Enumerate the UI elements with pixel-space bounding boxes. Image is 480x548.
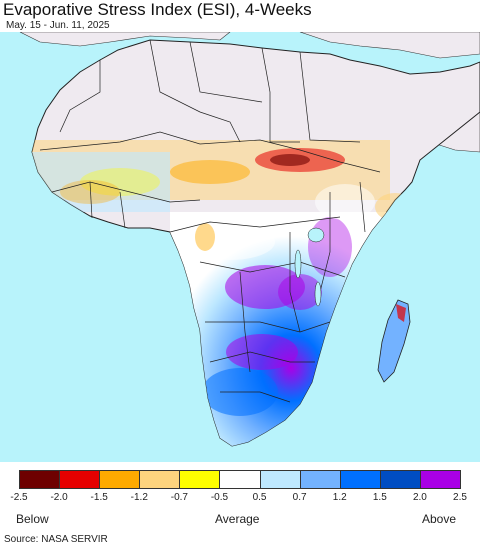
legend-swatch bbox=[259, 470, 301, 489]
legend-swatch bbox=[59, 470, 101, 489]
legend-above-label: Above bbox=[422, 512, 457, 526]
lake-tanganyika bbox=[294, 249, 302, 279]
legend-tick-label: 1.5 bbox=[372, 492, 387, 503]
legend-tick-label: 0.7 bbox=[292, 492, 307, 503]
legend-swatch bbox=[19, 470, 61, 489]
legend-swatch bbox=[219, 470, 261, 489]
legend-tick-label: -2.5 bbox=[10, 492, 28, 503]
legend-swatch bbox=[299, 470, 341, 489]
legend-tick-label: -0.5 bbox=[210, 492, 229, 503]
legend-swatch bbox=[379, 470, 421, 489]
legend-tick-label: 1.2 bbox=[332, 492, 347, 503]
esi-values-layer bbox=[32, 140, 415, 446]
legend: -2.5 -2.0 -1.5 -1.2 -0.7 -0.5 0.5 0.7 1.2 1.5 2.0 2… bbox=[0, 462, 480, 548]
legend-swatch bbox=[99, 470, 141, 489]
legend-tick-label: -0.7 bbox=[170, 492, 188, 503]
legend-tick-label: 2.0 bbox=[412, 492, 427, 503]
legend-tick-label: -1.5 bbox=[90, 492, 108, 503]
source-credit: Source: NASA SERVIR bbox=[4, 534, 108, 545]
legend-swatch bbox=[339, 470, 381, 489]
europe-landmass bbox=[19, 32, 231, 47]
country-borders bbox=[39, 39, 381, 403]
page-title: Evaporative Stress Index (ESI), 4-Weeks bbox=[3, 0, 312, 19]
lake-malawi bbox=[314, 281, 322, 307]
turkey-landmass bbox=[299, 32, 480, 59]
legend-swatch bbox=[139, 470, 181, 489]
legend-tick-label: -1.2 bbox=[130, 492, 148, 503]
legend-tick-label: 2.5 bbox=[453, 492, 467, 503]
legend-swatch bbox=[179, 470, 221, 489]
legend-tick-label: -2.0 bbox=[50, 492, 68, 503]
lake-victoria bbox=[307, 227, 325, 243]
map-canvas bbox=[19, 32, 480, 447]
date-range: May. 15 - Jun. 11, 2025 bbox=[6, 20, 110, 31]
legend-tick-label: 0.5 bbox=[252, 492, 267, 503]
legend-swatch bbox=[419, 470, 462, 489]
legend-average-label: Average bbox=[215, 512, 260, 526]
legend-colorbar bbox=[19, 470, 462, 489]
legend-below-label: Below bbox=[16, 512, 49, 526]
africa-esi-map bbox=[0, 32, 480, 462]
